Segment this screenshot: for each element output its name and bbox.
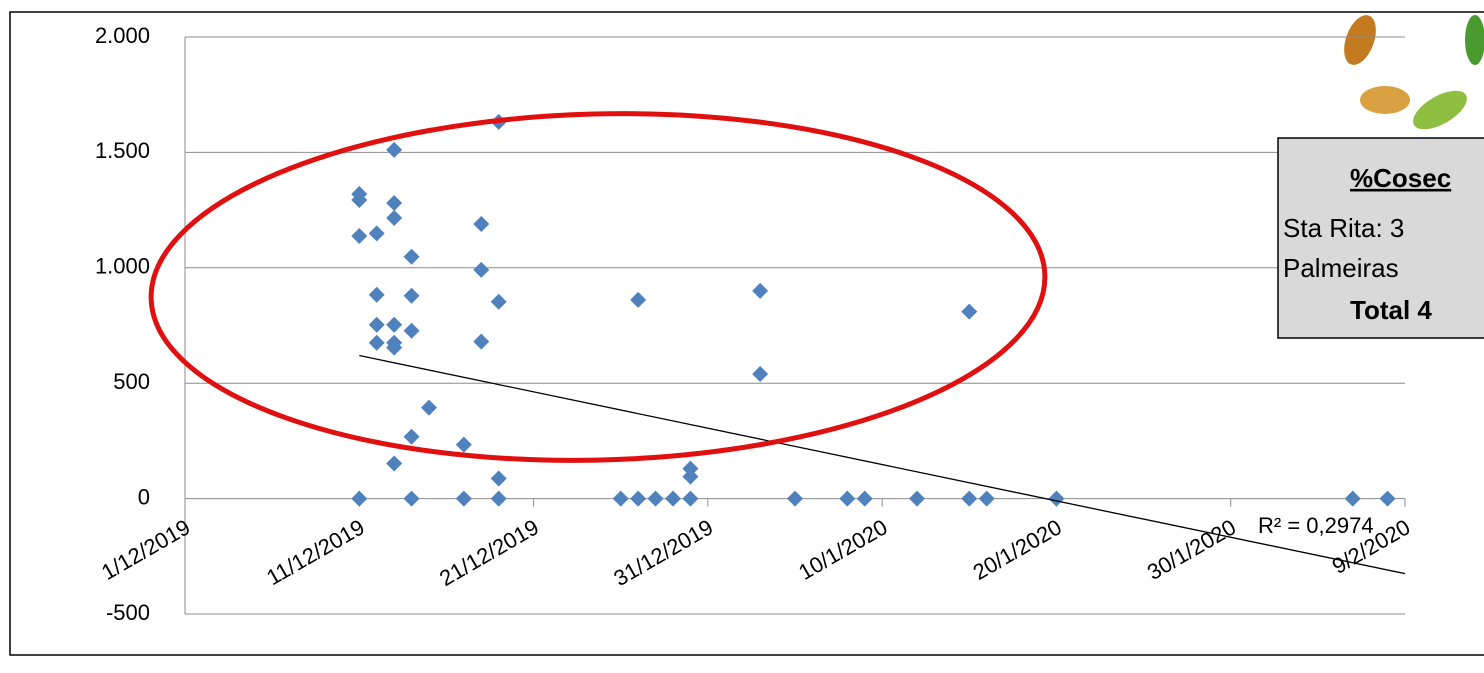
- data-point: [403, 428, 420, 445]
- data-point: [1048, 490, 1065, 507]
- data-point: [490, 293, 507, 310]
- y-tick-label: 2.000: [95, 23, 150, 48]
- data-point: [403, 248, 420, 265]
- info-box: [1277, 137, 1484, 339]
- data-point: [630, 490, 647, 507]
- y-tick-label: -500: [106, 600, 150, 625]
- data-point: [839, 490, 856, 507]
- highlight-ellipse: [148, 111, 1048, 463]
- data-point: [682, 490, 699, 507]
- data-point: [351, 191, 368, 208]
- data-point: [752, 282, 769, 299]
- data-point: [351, 490, 368, 507]
- x-tick-label: 10/1/2020: [794, 514, 891, 585]
- data-point: [961, 303, 978, 320]
- trendline: [359, 354, 1406, 575]
- data-point: [368, 334, 385, 351]
- data-point: [403, 287, 420, 304]
- data-point: [473, 215, 490, 232]
- data-point: [386, 339, 403, 356]
- x-tick-label: 21/12/2019: [435, 514, 543, 591]
- data-point: [473, 261, 490, 278]
- x-tick-label: 20/1/2020: [969, 514, 1066, 585]
- data-point: [752, 365, 769, 382]
- data-point: [386, 141, 403, 158]
- data-point: [682, 468, 699, 485]
- data-point: [351, 227, 368, 244]
- data-point: [368, 286, 385, 303]
- info-total: Total 4: [1350, 295, 1432, 325]
- y-tick-label: 500: [113, 369, 150, 394]
- data-point: [421, 399, 437, 416]
- data-point: [386, 316, 403, 333]
- x-tick-label: 1/12/2019: [97, 514, 194, 585]
- data-point: [403, 322, 420, 339]
- data-point: [455, 490, 472, 507]
- data-point: [1344, 490, 1361, 507]
- data-point: [368, 225, 385, 242]
- y-tick-label: 1.500: [95, 138, 150, 163]
- decoration-leaves: [1344, 15, 1484, 130]
- info-title: %Cosec: [1350, 163, 1451, 193]
- y-tick-label: 1.000: [95, 254, 150, 279]
- data-point: [455, 436, 472, 453]
- y-tick-label: 0: [138, 484, 150, 509]
- data-point: [473, 333, 490, 350]
- data-point: [909, 490, 925, 507]
- x-tick-label: 30/1/2020: [1143, 514, 1240, 585]
- data-point: [665, 490, 681, 507]
- data-point: [612, 490, 629, 507]
- data-point: [386, 194, 403, 211]
- data-point: [368, 316, 385, 333]
- data-point: [856, 490, 873, 507]
- data-point: [490, 490, 507, 507]
- data-point: [682, 460, 699, 477]
- chart-frame: [9, 11, 1484, 656]
- x-tick-label: 11/12/2019: [262, 514, 368, 590]
- data-point: [961, 490, 978, 507]
- data-point: [978, 490, 995, 507]
- r-squared: R² = 0,2974: [1258, 513, 1374, 538]
- info-line: Palmeiras: [1283, 253, 1399, 283]
- x-tick-label: 31/12/2019: [609, 514, 717, 591]
- data-point: [630, 291, 647, 308]
- data-point: [1379, 490, 1396, 507]
- data-point: [386, 455, 403, 472]
- info-line: Sta Rita: 3: [1283, 213, 1404, 243]
- data-point: [386, 209, 403, 226]
- data-point: [403, 490, 420, 507]
- data-point: [647, 490, 664, 507]
- data-point: [787, 490, 803, 507]
- data-point: [490, 470, 507, 487]
